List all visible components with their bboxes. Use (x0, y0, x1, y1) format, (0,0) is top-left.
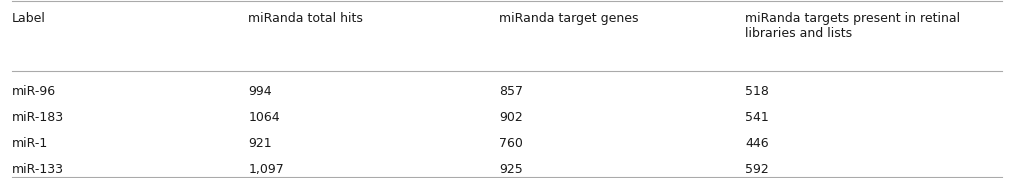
Text: 760: 760 (499, 137, 523, 150)
Text: miRanda target genes: miRanda target genes (499, 12, 639, 25)
Text: 1,097: 1,097 (248, 163, 284, 176)
Text: miRanda total hits: miRanda total hits (248, 12, 363, 25)
Text: 446: 446 (745, 137, 769, 150)
Text: miR-96: miR-96 (12, 85, 57, 98)
Text: Label: Label (12, 12, 46, 25)
Text: 902: 902 (499, 111, 522, 124)
Text: miR-1: miR-1 (12, 137, 49, 150)
Text: miR-133: miR-133 (12, 163, 64, 176)
Text: 857: 857 (499, 85, 523, 98)
Text: 541: 541 (745, 111, 769, 124)
Text: 1064: 1064 (248, 111, 280, 124)
Text: miRanda targets present in retinal
libraries and lists: miRanda targets present in retinal libra… (745, 12, 960, 40)
Text: 994: 994 (248, 85, 272, 98)
Text: 592: 592 (745, 163, 769, 176)
Text: miR-183: miR-183 (12, 111, 64, 124)
Text: 518: 518 (745, 85, 770, 98)
Text: 921: 921 (248, 137, 272, 150)
Text: 925: 925 (499, 163, 522, 176)
